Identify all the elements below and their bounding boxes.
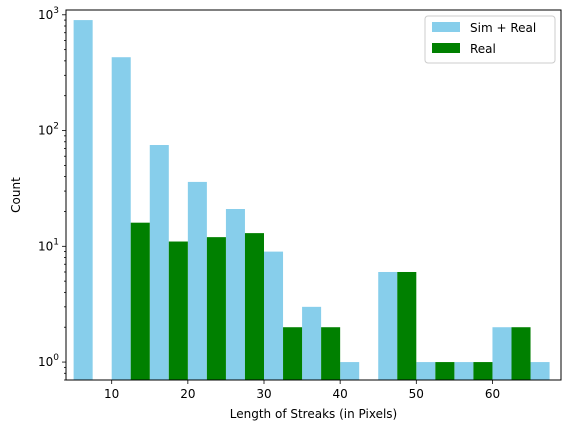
x-tick-label-60: 60 bbox=[485, 387, 500, 401]
bar-sim-real-65 bbox=[530, 362, 550, 380]
x-axis-ticks: 10 20 30 40 50 60 bbox=[104, 380, 500, 401]
bar-sim-real-30 bbox=[264, 251, 284, 380]
y-axis-label: Count bbox=[9, 177, 23, 213]
bar-sim-real-25 bbox=[225, 209, 245, 380]
bar-sim-real-50 bbox=[416, 362, 436, 380]
bar-sim-real-40 bbox=[340, 362, 360, 380]
bar-real-10 bbox=[130, 222, 150, 380]
x-tick-label-20: 20 bbox=[180, 387, 195, 401]
bar-real-20 bbox=[206, 237, 226, 380]
x-tick-label-40: 40 bbox=[333, 387, 348, 401]
y-tick-label-10: 101 bbox=[38, 237, 59, 253]
legend-swatch-sim-real bbox=[432, 22, 460, 32]
legend-label-sim-real: Sim + Real bbox=[470, 21, 536, 35]
bar-real-35 bbox=[321, 327, 341, 380]
y-tick-label-1: 100 bbox=[38, 353, 59, 369]
x-axis-label: Length of Streaks (in Pixels) bbox=[230, 407, 397, 421]
x-tick-label-50: 50 bbox=[409, 387, 424, 401]
legend-label-real: Real bbox=[470, 42, 496, 56]
plot-frame bbox=[65, 9, 562, 381]
bar-real-55 bbox=[473, 362, 493, 380]
bar-sim-real-5 bbox=[73, 20, 93, 381]
bar-sim-real-20 bbox=[187, 181, 207, 380]
y-tick-label-100: 102 bbox=[38, 122, 59, 138]
bar-sim-real-60 bbox=[492, 327, 512, 380]
bar-real-30 bbox=[283, 327, 303, 380]
bar-sim-real-35 bbox=[302, 306, 322, 380]
bar-real-15 bbox=[168, 241, 188, 380]
y-tick-label-1000: 103 bbox=[38, 6, 59, 22]
bar-real-60 bbox=[511, 327, 531, 380]
bar-real-50 bbox=[435, 362, 455, 380]
y-axis-ticks: 100 101 102 103 bbox=[38, 6, 66, 369]
legend-swatch-real bbox=[432, 43, 460, 53]
bar-sim-real-15 bbox=[149, 145, 169, 380]
bar-real-25 bbox=[244, 233, 264, 380]
x-tick-label-10: 10 bbox=[104, 387, 119, 401]
bar-sim-real-10 bbox=[111, 57, 131, 380]
x-tick-label-30: 30 bbox=[256, 387, 271, 401]
legend: Sim + Real Real bbox=[424, 15, 556, 64]
bar-sim-real-45 bbox=[378, 271, 398, 380]
bar-sim-real-55 bbox=[454, 362, 474, 380]
bars-layer bbox=[73, 20, 550, 381]
bar-real-45 bbox=[397, 271, 417, 380]
